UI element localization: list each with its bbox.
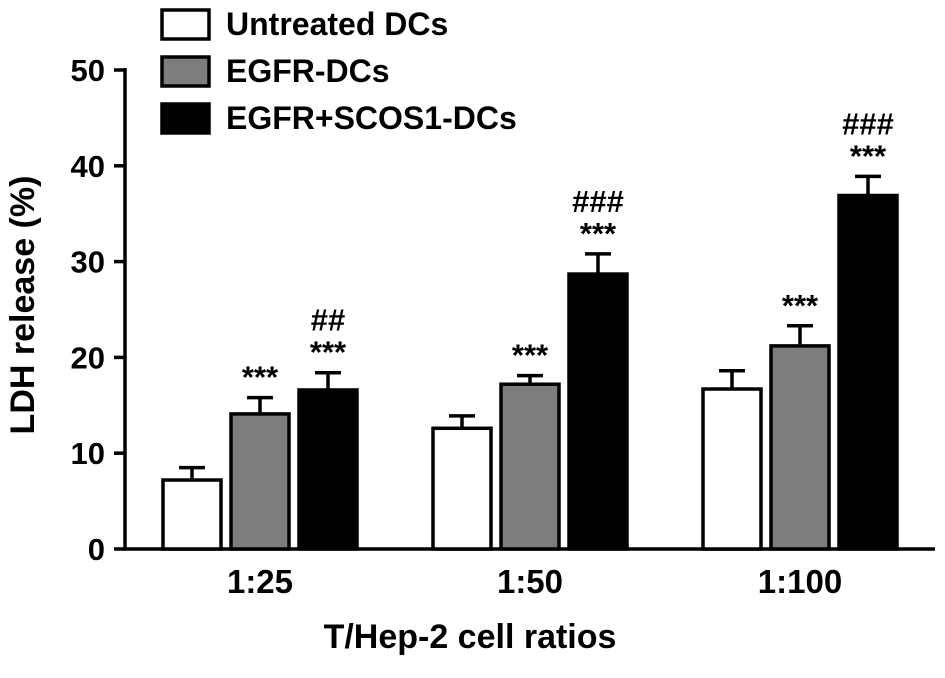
significance-annotation: ### (572, 184, 624, 219)
y-tick-label: 50 (71, 53, 105, 88)
bar-untreated-dcs (431, 426, 493, 551)
legend-label: EGFR+SCOS1-DCs (226, 100, 517, 136)
chart-legend: Untreated DCs EGFR-DCs EGFR+SCOS1-DCs (160, 6, 517, 136)
legend-swatch (160, 55, 211, 88)
significance-annotation: *** (512, 338, 549, 373)
y-tick-label: 40 (71, 149, 105, 184)
bar-egfr-scos1-dcs (837, 193, 899, 551)
significance-annotation: ## (311, 303, 345, 338)
bar-untreated-dcs (701, 387, 763, 551)
legend-label: Untreated DCs (226, 6, 448, 42)
bar-egfr-scos1-dcs (567, 272, 629, 551)
significance-annotation: ### (842, 106, 894, 141)
bar-untreated-dcs (161, 478, 223, 551)
bar-egfr-dcs (499, 382, 561, 551)
bar-egfr-dcs (769, 344, 831, 551)
y-tick-label: 20 (71, 340, 105, 375)
significance-annotation: *** (580, 216, 617, 251)
legend-label: EGFR-DCs (226, 53, 390, 89)
bar-egfr-dcs (229, 412, 291, 551)
x-category-label: 1:100 (758, 563, 842, 600)
x-category-label: 1:25 (227, 563, 293, 600)
significance-annotation: *** (310, 335, 347, 370)
significance-annotation: *** (782, 288, 819, 323)
legend-swatch (160, 102, 211, 135)
significance-annotation: *** (242, 360, 279, 395)
legend-swatch (160, 8, 211, 41)
x-category-label: 1:50 (497, 563, 563, 600)
y-tick-label: 30 (71, 245, 105, 280)
x-axis-label: T/Hep-2 cell ratios (324, 618, 617, 656)
y-axis-label: LDH release (%) (4, 176, 42, 435)
y-tick-label: 0 (88, 532, 105, 567)
significance-annotation: *** (850, 138, 887, 173)
y-tick-label: 10 (71, 436, 105, 471)
bar-egfr-scos1-dcs (297, 388, 359, 551)
